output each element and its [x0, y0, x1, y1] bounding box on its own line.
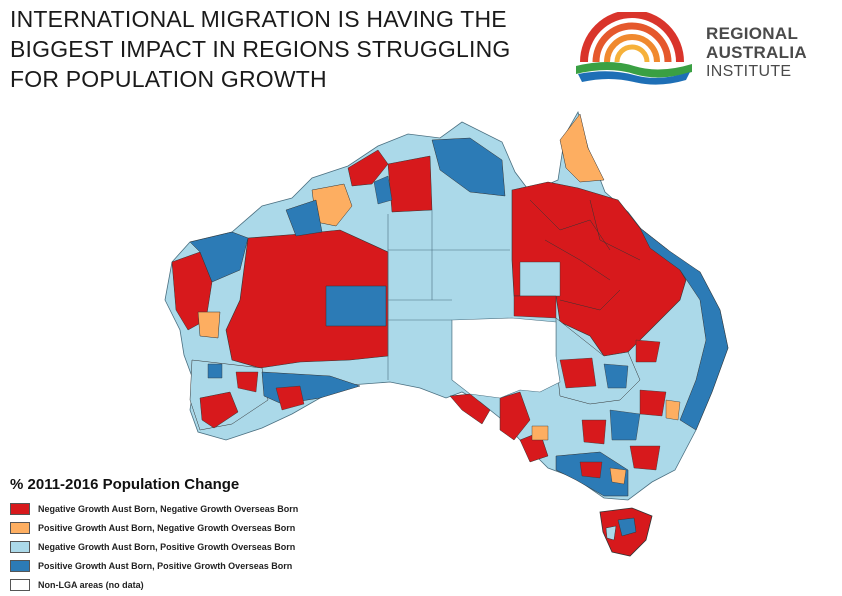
no-data-area — [451, 317, 561, 399]
legend-swatch-white — [10, 578, 30, 591]
map-legend: % 2011-2016 Population Change Negative G… — [10, 476, 390, 594]
legend-item: Negative Growth Aust Born, Negative Grow… — [10, 499, 390, 518]
australia-lga-map — [164, 110, 729, 557]
legend-swatch-orange — [10, 521, 30, 534]
legend-label: Positive Growth Aust Born, Positive Grow… — [38, 560, 293, 571]
regional-australia-institute-logo: REGIONAL AUSTRALIA INSTITUTE — [574, 12, 814, 90]
wa-red-region — [225, 229, 389, 369]
legend-swatch-dark-blue — [10, 559, 30, 572]
legend-swatch-red — [10, 502, 30, 515]
logo-text-australia: AUSTRALIA — [706, 43, 807, 62]
legend-item: Positive Growth Aust Born, Negative Grow… — [10, 518, 390, 537]
legend-label: Negative Growth Aust Born, Positive Grow… — [38, 541, 296, 552]
slide-title: INTERNATIONAL MIGRATION IS HAVING THE BI… — [10, 6, 511, 92]
legend-swatch-light-blue — [10, 540, 30, 553]
legend-item: Non-LGA areas (no data) — [10, 575, 390, 594]
legend-title: % 2011-2016 Population Change — [10, 476, 240, 493]
logo-text-regional: REGIONAL — [706, 24, 799, 43]
logo-emblem-icon — [576, 12, 692, 85]
legend-item: Positive Growth Aust Born, Positive Grow… — [10, 556, 390, 575]
legend-label: Non-LGA areas (no data) — [38, 579, 144, 590]
legend-item: Negative Growth Aust Born, Positive Grow… — [10, 537, 390, 556]
legend-label: Negative Growth Aust Born, Negative Grow… — [38, 503, 299, 514]
legend-label: Positive Growth Aust Born, Negative Grow… — [38, 522, 296, 533]
logo-text-institute: INSTITUTE — [706, 63, 792, 80]
